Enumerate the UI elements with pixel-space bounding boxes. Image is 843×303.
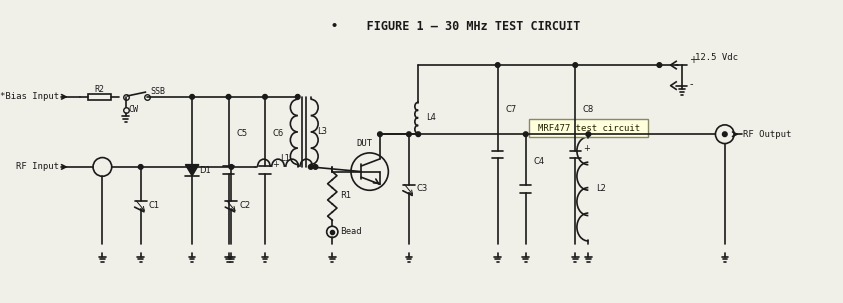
Circle shape: [378, 132, 382, 137]
Text: C5: C5: [236, 129, 247, 138]
Circle shape: [226, 95, 231, 99]
Text: R1: R1: [340, 191, 351, 200]
Circle shape: [416, 132, 421, 137]
Circle shape: [524, 132, 528, 137]
Text: CW: CW: [128, 105, 138, 115]
Text: MRF477 test circuit: MRF477 test circuit: [538, 124, 640, 133]
Text: DUT: DUT: [356, 139, 372, 148]
Text: C2: C2: [239, 201, 250, 210]
Circle shape: [313, 165, 318, 169]
Text: D1: D1: [200, 166, 212, 175]
Text: C7: C7: [505, 105, 517, 114]
Circle shape: [138, 165, 143, 169]
FancyBboxPatch shape: [529, 119, 648, 137]
Text: RF Output: RF Output: [744, 130, 792, 139]
Text: C8: C8: [583, 105, 594, 114]
Text: 12.5 Vdc: 12.5 Vdc: [695, 53, 738, 62]
Circle shape: [190, 95, 195, 99]
Circle shape: [309, 165, 313, 169]
Text: L2: L2: [596, 185, 606, 193]
Circle shape: [263, 95, 267, 99]
Text: *Bias Input: *Bias Input: [0, 92, 59, 101]
Text: +: +: [583, 144, 589, 153]
Text: •    FIGURE 1 – 30 MHz TEST CIRCUIT: • FIGURE 1 – 30 MHz TEST CIRCUIT: [331, 20, 580, 33]
Text: +: +: [272, 160, 279, 169]
Text: Bead: Bead: [340, 227, 362, 236]
Text: L4: L4: [426, 113, 436, 122]
Polygon shape: [185, 165, 199, 176]
Circle shape: [573, 63, 577, 67]
Bar: [88, 94, 111, 100]
Text: -: -: [690, 79, 693, 89]
Text: +: +: [690, 55, 697, 65]
Text: C4: C4: [534, 157, 545, 166]
Text: C3: C3: [416, 185, 428, 193]
Circle shape: [406, 132, 411, 137]
Text: L3: L3: [317, 127, 327, 136]
Circle shape: [229, 165, 234, 169]
Circle shape: [496, 63, 500, 67]
Text: L1: L1: [280, 154, 290, 163]
Text: RF Input: RF Input: [16, 162, 59, 171]
Text: C6: C6: [272, 129, 284, 138]
Circle shape: [657, 63, 662, 67]
Circle shape: [586, 132, 591, 137]
Text: SSB: SSB: [150, 87, 165, 96]
Circle shape: [722, 132, 728, 137]
Text: C1: C1: [148, 201, 160, 210]
Text: R2: R2: [94, 85, 105, 94]
Circle shape: [295, 95, 300, 99]
